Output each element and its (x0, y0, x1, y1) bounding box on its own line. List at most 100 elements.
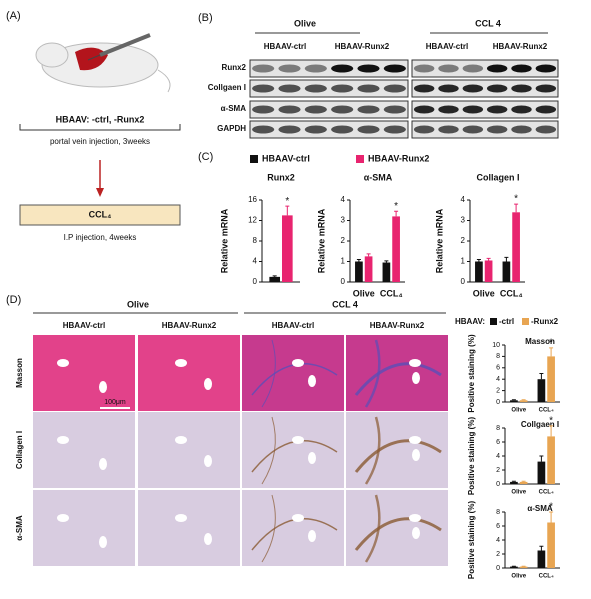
error-bar (356, 258, 361, 262)
error-bar (476, 258, 481, 262)
bar (537, 379, 546, 402)
blot-band (486, 84, 508, 93)
vessel (308, 452, 316, 464)
y-tick-label: 2 (341, 236, 346, 245)
vessel (412, 449, 420, 461)
blot-band (252, 84, 275, 93)
legend-label: HBAAV-Runx2 (368, 153, 429, 163)
histology-image (33, 412, 135, 488)
bar (382, 262, 391, 282)
blot-row-label: Runx2 (222, 63, 247, 72)
bar (475, 261, 483, 282)
error-bar (394, 210, 399, 217)
subgroup-label: HBAAV-ctrl (264, 42, 307, 51)
bar (510, 566, 518, 568)
blot-row-label: Collgaen I (208, 83, 246, 92)
blot-box (411, 59, 559, 78)
blot-box (411, 79, 559, 98)
bracket (19, 124, 181, 131)
error-bar (514, 203, 519, 213)
blot-box (249, 59, 409, 78)
x-tick-label: Olive (353, 288, 375, 298)
group-label: Olive (294, 18, 316, 28)
blot-box (411, 120, 559, 139)
subgroup-label: HBAAV-Runx2 (335, 42, 390, 51)
vessel (292, 514, 304, 522)
vessel (57, 359, 69, 367)
column-label: HBAAV-ctrl (63, 321, 106, 330)
blot-band (438, 64, 459, 73)
blot-band (413, 125, 435, 134)
y-tick-label: 0 (341, 277, 346, 286)
blot-band (304, 105, 327, 114)
histology-image (33, 335, 135, 411)
y-axis-label: Positive staining (%) (467, 501, 476, 580)
error-bar (539, 545, 544, 551)
blot-band (331, 125, 354, 134)
blot-band (438, 125, 459, 134)
bar (547, 356, 555, 402)
blot-band (331, 105, 354, 114)
legend-label: HBAAV-ctrl (262, 153, 310, 163)
vessel (57, 514, 69, 522)
y-tick-label: 6 (496, 523, 500, 530)
blot-band (357, 105, 380, 114)
x-tick-label: CCL₄ (539, 408, 554, 414)
y-axis-label: Positive staining (%) (467, 334, 476, 413)
vessel (409, 359, 421, 367)
mouse-head (35, 42, 69, 68)
blot-band (383, 84, 406, 93)
blot-band (511, 105, 532, 114)
y-tick-label: 2 (496, 387, 500, 394)
fibrosis-streak (364, 494, 381, 563)
histology-image (138, 490, 240, 566)
blot-band (252, 105, 275, 114)
treatment-box (19, 204, 181, 226)
blot-band (438, 84, 459, 93)
y-tick-label: 4 (253, 257, 258, 266)
fibrosis-streak (261, 339, 276, 408)
legend-label: -ctrl (499, 317, 514, 326)
y-tick-label: 1 (341, 257, 346, 266)
error-bar (366, 253, 371, 257)
error-bar (539, 373, 544, 380)
bar (484, 260, 493, 282)
blot-band (278, 105, 301, 114)
fibrosis-streak (364, 339, 381, 408)
error-bar (549, 511, 554, 523)
y-tick-label: 0 (496, 399, 500, 406)
y-tick-label: 2 (461, 236, 466, 245)
vessel (308, 375, 316, 387)
vessel (175, 514, 187, 522)
fibrosis-streak (354, 439, 442, 473)
y-axis-label: Relative mRNA (434, 208, 444, 273)
bar (537, 461, 546, 484)
blot-band (383, 105, 406, 114)
blot-row-label: α-SMA (221, 104, 247, 113)
y-tick-label: 2 (496, 467, 500, 474)
error-bar (511, 399, 516, 401)
y-tick-label: 4 (496, 453, 500, 460)
bar (519, 481, 528, 484)
blot-band (511, 84, 532, 93)
blot-band (462, 84, 484, 93)
y-tick-label: 6 (496, 365, 500, 372)
y-tick-label: 8 (496, 509, 500, 516)
mouse-tail (157, 69, 171, 93)
error-bar (521, 480, 526, 482)
vessel (57, 436, 69, 444)
row-label: Masson (15, 358, 24, 388)
y-tick-label: 6 (496, 439, 500, 446)
y-tick-label: 4 (341, 195, 346, 204)
blot-box (249, 120, 409, 139)
vessel (412, 527, 420, 539)
y-tick-label: 16 (248, 195, 257, 204)
bar (355, 261, 363, 282)
error-bar (511, 480, 516, 482)
bar (512, 212, 520, 282)
histology-image (346, 335, 448, 411)
y-tick-label: 1 (461, 257, 466, 266)
blot-band (278, 64, 301, 73)
bar (510, 400, 518, 402)
